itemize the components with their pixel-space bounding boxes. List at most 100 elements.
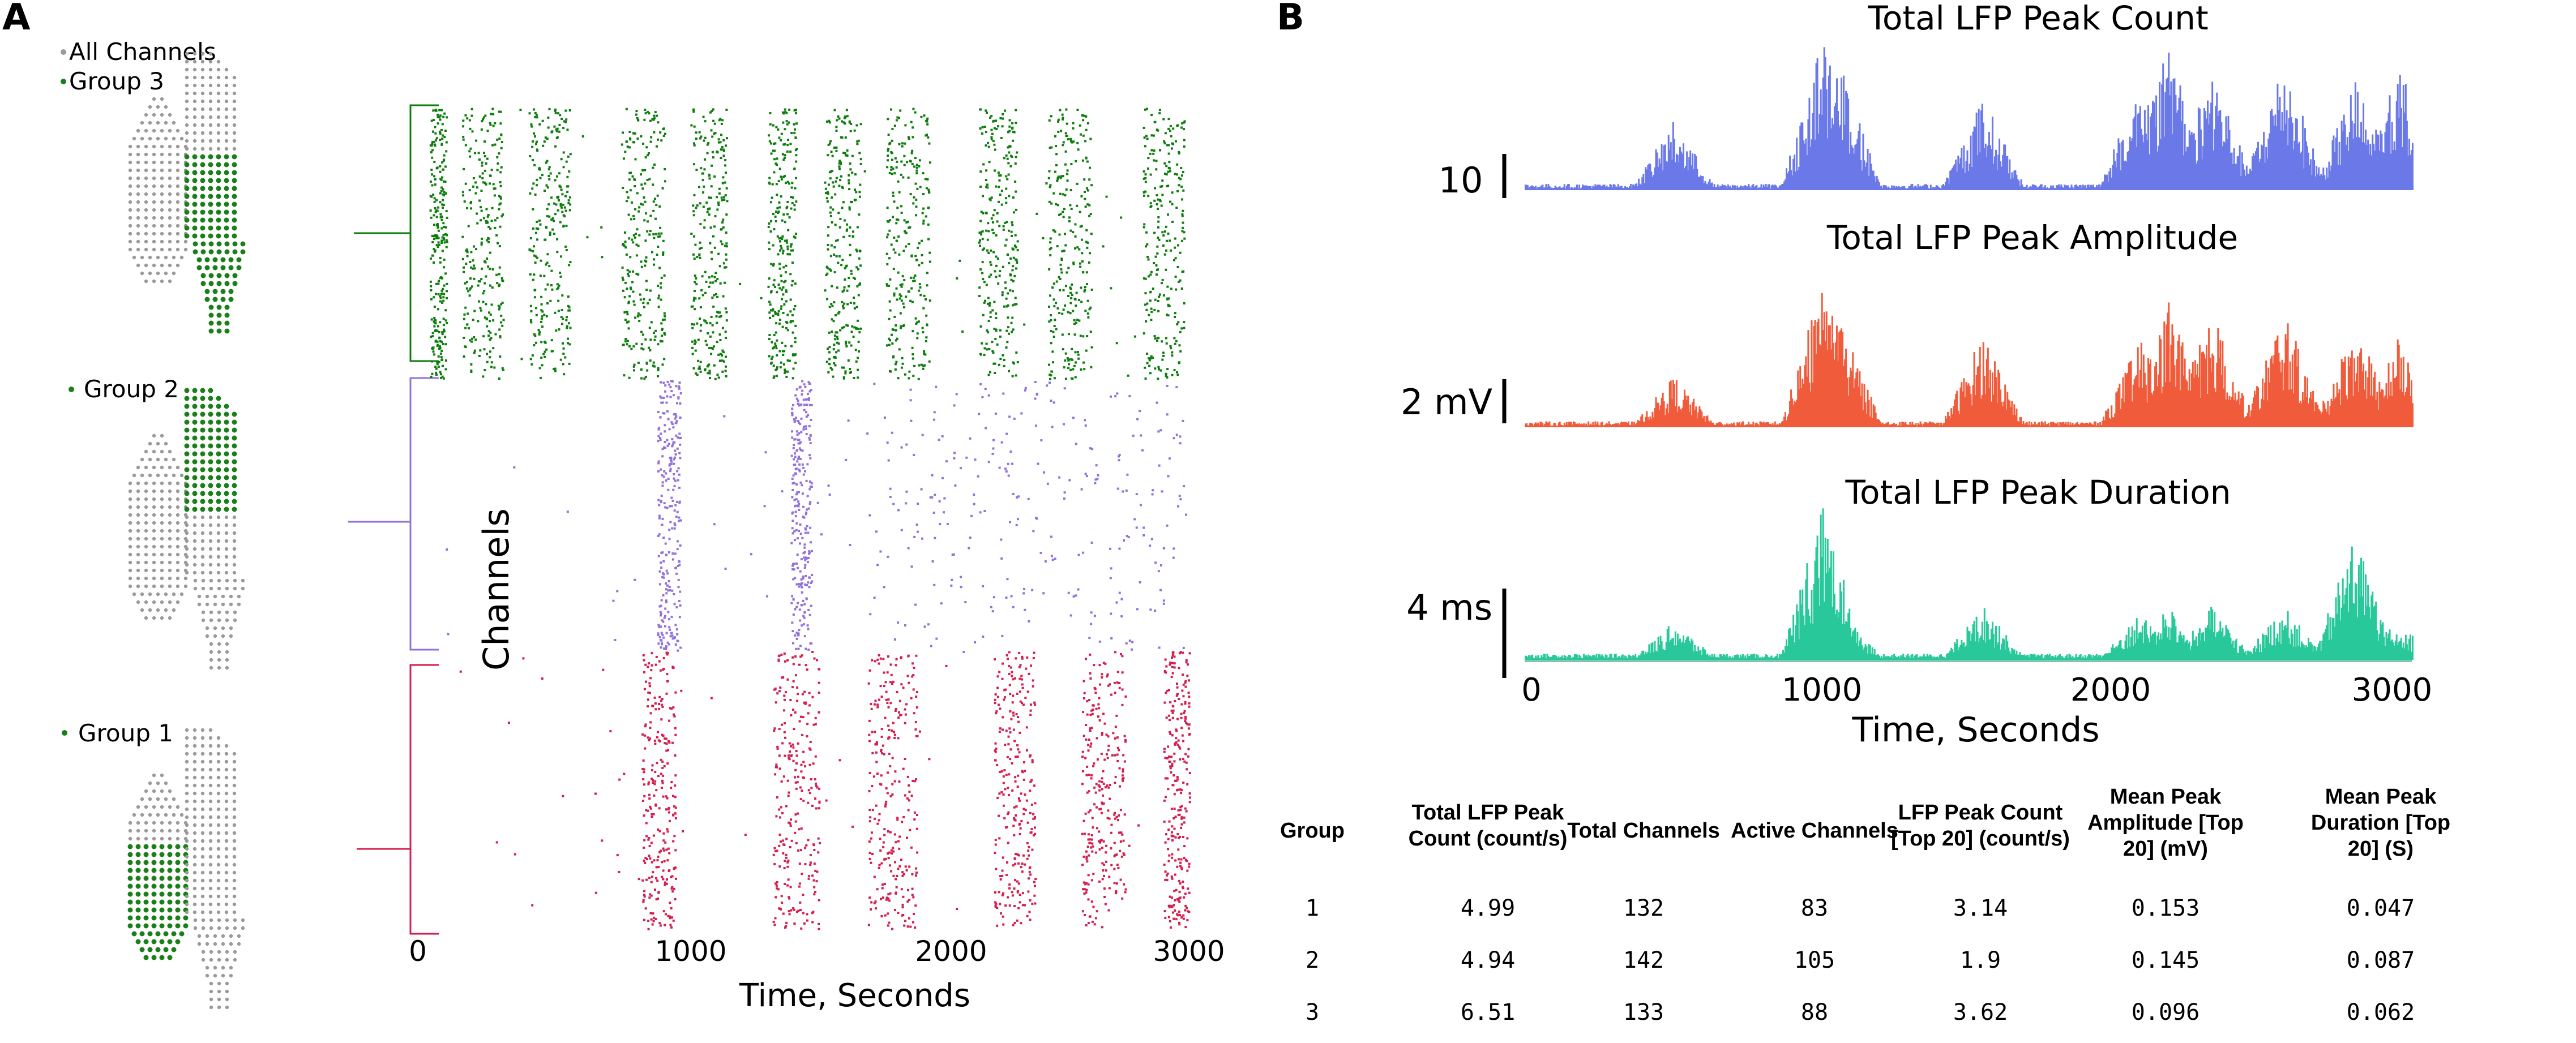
spike-mark xyxy=(436,361,439,364)
electrode-active xyxy=(232,225,237,231)
electrode xyxy=(200,107,205,111)
spike-mark xyxy=(1110,567,1112,570)
spike-mark xyxy=(791,314,794,316)
spike-mark xyxy=(660,432,662,435)
spike-mark xyxy=(650,321,653,324)
spike-mark xyxy=(532,159,534,162)
electrode xyxy=(176,521,180,525)
spike-mark xyxy=(774,368,777,371)
electrode-active xyxy=(216,467,221,473)
spike-mark xyxy=(1049,294,1051,297)
spike-mark xyxy=(903,219,906,222)
electrode-active xyxy=(175,852,181,857)
spike-mark xyxy=(1004,287,1007,290)
spike-mark xyxy=(643,306,645,308)
spike-mark xyxy=(806,404,808,406)
electrode xyxy=(224,139,229,143)
spike-mark xyxy=(1174,173,1176,175)
spike-mark xyxy=(659,611,662,613)
spike-mark xyxy=(778,267,781,270)
electrode xyxy=(152,489,156,493)
spike-mark xyxy=(827,371,830,374)
spike-mark xyxy=(781,325,784,328)
spike-mark xyxy=(637,362,640,364)
spike-mark xyxy=(468,189,471,192)
spike-mark xyxy=(797,634,799,637)
electrode xyxy=(168,836,172,841)
spike-mark xyxy=(557,286,560,289)
spike-mark xyxy=(670,632,673,634)
spike-mark xyxy=(482,292,485,295)
spike-mark xyxy=(890,243,893,246)
spike-mark xyxy=(889,309,892,312)
spike-mark xyxy=(1069,287,1072,290)
spike-mark xyxy=(1146,362,1149,364)
electrode xyxy=(209,918,213,922)
spike-mark xyxy=(695,138,698,140)
spike-mark xyxy=(704,291,707,294)
spike-mark xyxy=(662,251,665,254)
spike-mark xyxy=(664,390,667,393)
spike-mark xyxy=(557,209,559,212)
spike-mark xyxy=(710,353,713,355)
spike-mark xyxy=(639,203,642,205)
spike-mark xyxy=(841,136,844,139)
spike-mark xyxy=(780,274,782,277)
electrode-active xyxy=(163,931,169,937)
spike-mark xyxy=(1035,212,1038,215)
spike-mark xyxy=(1097,474,1099,477)
spike-mark xyxy=(1063,366,1066,369)
electrode-active xyxy=(159,915,165,921)
electrode xyxy=(185,807,189,812)
electrode xyxy=(216,783,221,788)
electrode-active xyxy=(151,955,157,960)
spike-mark xyxy=(1050,319,1052,321)
electrode xyxy=(160,821,164,825)
spike-mark xyxy=(912,330,914,333)
spike-mark xyxy=(979,170,982,173)
spike-mark xyxy=(1122,490,1124,493)
spike-mark xyxy=(768,301,771,303)
spike-mark xyxy=(483,154,486,157)
spike-mark xyxy=(803,616,806,619)
electrode xyxy=(172,255,176,260)
spike-mark xyxy=(1035,393,1038,396)
spike-mark xyxy=(708,370,711,372)
spike-mark xyxy=(1155,264,1158,267)
spike-mark xyxy=(801,389,804,392)
spike-mark xyxy=(802,599,805,602)
spike-mark xyxy=(673,509,676,512)
spike-mark xyxy=(842,121,845,124)
spike-mark xyxy=(1157,337,1160,340)
spike-mark xyxy=(783,303,786,306)
spike-mark xyxy=(1061,333,1064,336)
spike-mark xyxy=(700,324,703,327)
spike-mark xyxy=(983,354,986,357)
spike-mark xyxy=(784,108,786,111)
spike-mark xyxy=(998,274,1001,277)
spike-mark xyxy=(664,542,667,545)
spike-mark xyxy=(774,342,777,345)
spike-mark xyxy=(1178,280,1180,283)
spike-mark xyxy=(469,339,472,342)
spike-mark xyxy=(661,523,664,526)
spike-mark xyxy=(807,531,810,534)
electrode xyxy=(209,950,213,954)
spike-mark xyxy=(969,536,972,539)
spike-mark xyxy=(634,158,637,161)
spike-mark xyxy=(1000,538,1003,541)
spike-mark xyxy=(896,116,899,119)
spike-mark xyxy=(1174,342,1176,345)
spike-mark xyxy=(664,430,666,433)
spike-mark xyxy=(1160,282,1163,285)
spike-mark xyxy=(1127,536,1130,539)
electrode-active xyxy=(232,186,237,191)
spike-mark xyxy=(535,114,538,117)
electrode xyxy=(200,99,205,104)
spike-mark xyxy=(530,123,533,126)
electrode-active xyxy=(200,217,206,223)
spike-mark xyxy=(922,367,925,370)
spike-mark xyxy=(434,132,437,135)
spike-mark xyxy=(556,287,559,290)
spike-mark xyxy=(636,137,639,140)
